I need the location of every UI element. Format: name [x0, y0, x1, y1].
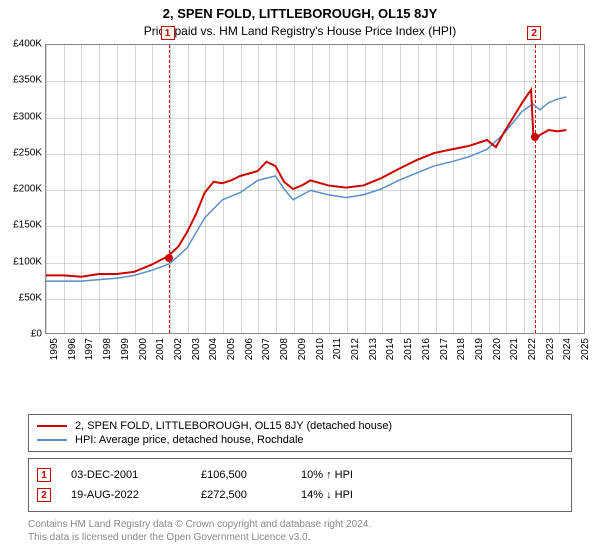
sale-row: 1 03-DEC-2001 £106,500 10% ↑ HPI — [37, 465, 563, 485]
legend-label: 2, SPEN FOLD, LITTLEBOROUGH, OL15 8JY (d… — [75, 420, 392, 432]
sale-date: 03-DEC-2001 — [71, 469, 181, 481]
y-axis-label: £50K — [19, 292, 42, 303]
sale-point — [531, 133, 539, 141]
legend-item: HPI: Average price, detached house, Roch… — [37, 433, 563, 447]
x-axis-label: 2020 — [492, 338, 503, 360]
sales-table: 1 03-DEC-2001 £106,500 10% ↑ HPI 2 19-AUG-202… — [28, 458, 572, 512]
x-axis-label: 2019 — [474, 338, 485, 360]
x-axis-label: 2007 — [261, 338, 272, 360]
hpi-line — [46, 97, 566, 281]
x-axis-label: 1995 — [49, 338, 60, 360]
sale-price: £272,500 — [201, 489, 281, 501]
sale-row: 2 19-AUG-2022 £272,500 14% ↓ HPI — [37, 485, 563, 505]
sale-diff: 10% ↑ HPI — [301, 469, 361, 481]
legend-swatch — [37, 439, 67, 441]
x-axis-label: 2010 — [315, 338, 326, 360]
x-axis-label: 2001 — [155, 338, 166, 360]
x-axis-label: 1997 — [84, 338, 95, 360]
sale-marker-badge: 1 — [161, 26, 175, 40]
sale-diff: 14% ↓ HPI — [301, 489, 361, 501]
x-axis-label: 2004 — [208, 338, 219, 360]
x-axis-label: 2000 — [138, 338, 149, 360]
legend-swatch — [37, 425, 67, 427]
x-axis-label: 2016 — [421, 338, 432, 360]
attribution: Contains HM Land Registry data © Crown c… — [28, 518, 572, 544]
y-axis-label: £150K — [13, 220, 42, 231]
x-axis-label: 2015 — [403, 338, 414, 360]
chart-lines — [46, 45, 584, 333]
x-axis-label: 1998 — [102, 338, 113, 360]
sale-index-badge: 1 — [37, 468, 51, 482]
y-axis-label: £0 — [31, 329, 42, 340]
x-axis-label: 2024 — [562, 338, 573, 360]
sale-index-badge: 2 — [37, 488, 51, 502]
y-axis-label: £200K — [13, 184, 42, 195]
y-axis-label: £250K — [13, 147, 42, 158]
x-axis-label: 2021 — [509, 338, 520, 360]
attribution-line: This data is licensed under the Open Gov… — [28, 531, 572, 544]
x-axis-label: 2013 — [368, 338, 379, 360]
legend-item: 2, SPEN FOLD, LITTLEBOROUGH, OL15 8JY (d… — [37, 419, 563, 433]
y-axis-label: £400K — [13, 39, 42, 50]
price-chart: £0£50K£100K£150K£200K£250K£300K£350K£400… — [0, 44, 600, 374]
y-axis-label: £100K — [13, 256, 42, 267]
x-axis-label: 2025 — [580, 338, 591, 360]
x-axis-label: 2022 — [527, 338, 538, 360]
x-axis-label: 2011 — [332, 338, 343, 360]
y-axis-label: £350K — [13, 75, 42, 86]
legend-label: HPI: Average price, detached house, Roch… — [75, 434, 304, 446]
x-axis-label: 2002 — [173, 338, 184, 360]
x-axis-label: 2003 — [191, 338, 202, 360]
sale-date: 19-AUG-2022 — [71, 489, 181, 501]
x-axis-label: 1999 — [120, 338, 131, 360]
x-axis-label: 2005 — [226, 338, 237, 360]
page-subtitle: Price paid vs. HM Land Registry's House … — [0, 21, 600, 44]
y-axis-label: £300K — [13, 111, 42, 122]
x-axis-label: 2018 — [456, 338, 467, 360]
page-title: 2, SPEN FOLD, LITTLEBOROUGH, OL15 8JY — [0, 0, 600, 21]
x-axis-label: 2012 — [350, 338, 361, 360]
price-line — [46, 90, 566, 277]
sale-point — [165, 254, 173, 262]
x-axis-label: 2009 — [297, 338, 308, 360]
sale-marker-badge: 2 — [527, 26, 541, 40]
x-axis-label: 1996 — [67, 338, 78, 360]
x-axis-label: 2023 — [545, 338, 556, 360]
attribution-line: Contains HM Land Registry data © Crown c… — [28, 518, 572, 531]
x-axis-label: 2017 — [439, 338, 450, 360]
x-axis-label: 2014 — [385, 338, 396, 360]
sale-price: £106,500 — [201, 469, 281, 481]
x-axis-label: 2006 — [244, 338, 255, 360]
x-axis-label: 2008 — [279, 338, 290, 360]
legend: 2, SPEN FOLD, LITTLEBOROUGH, OL15 8JY (d… — [28, 414, 572, 452]
